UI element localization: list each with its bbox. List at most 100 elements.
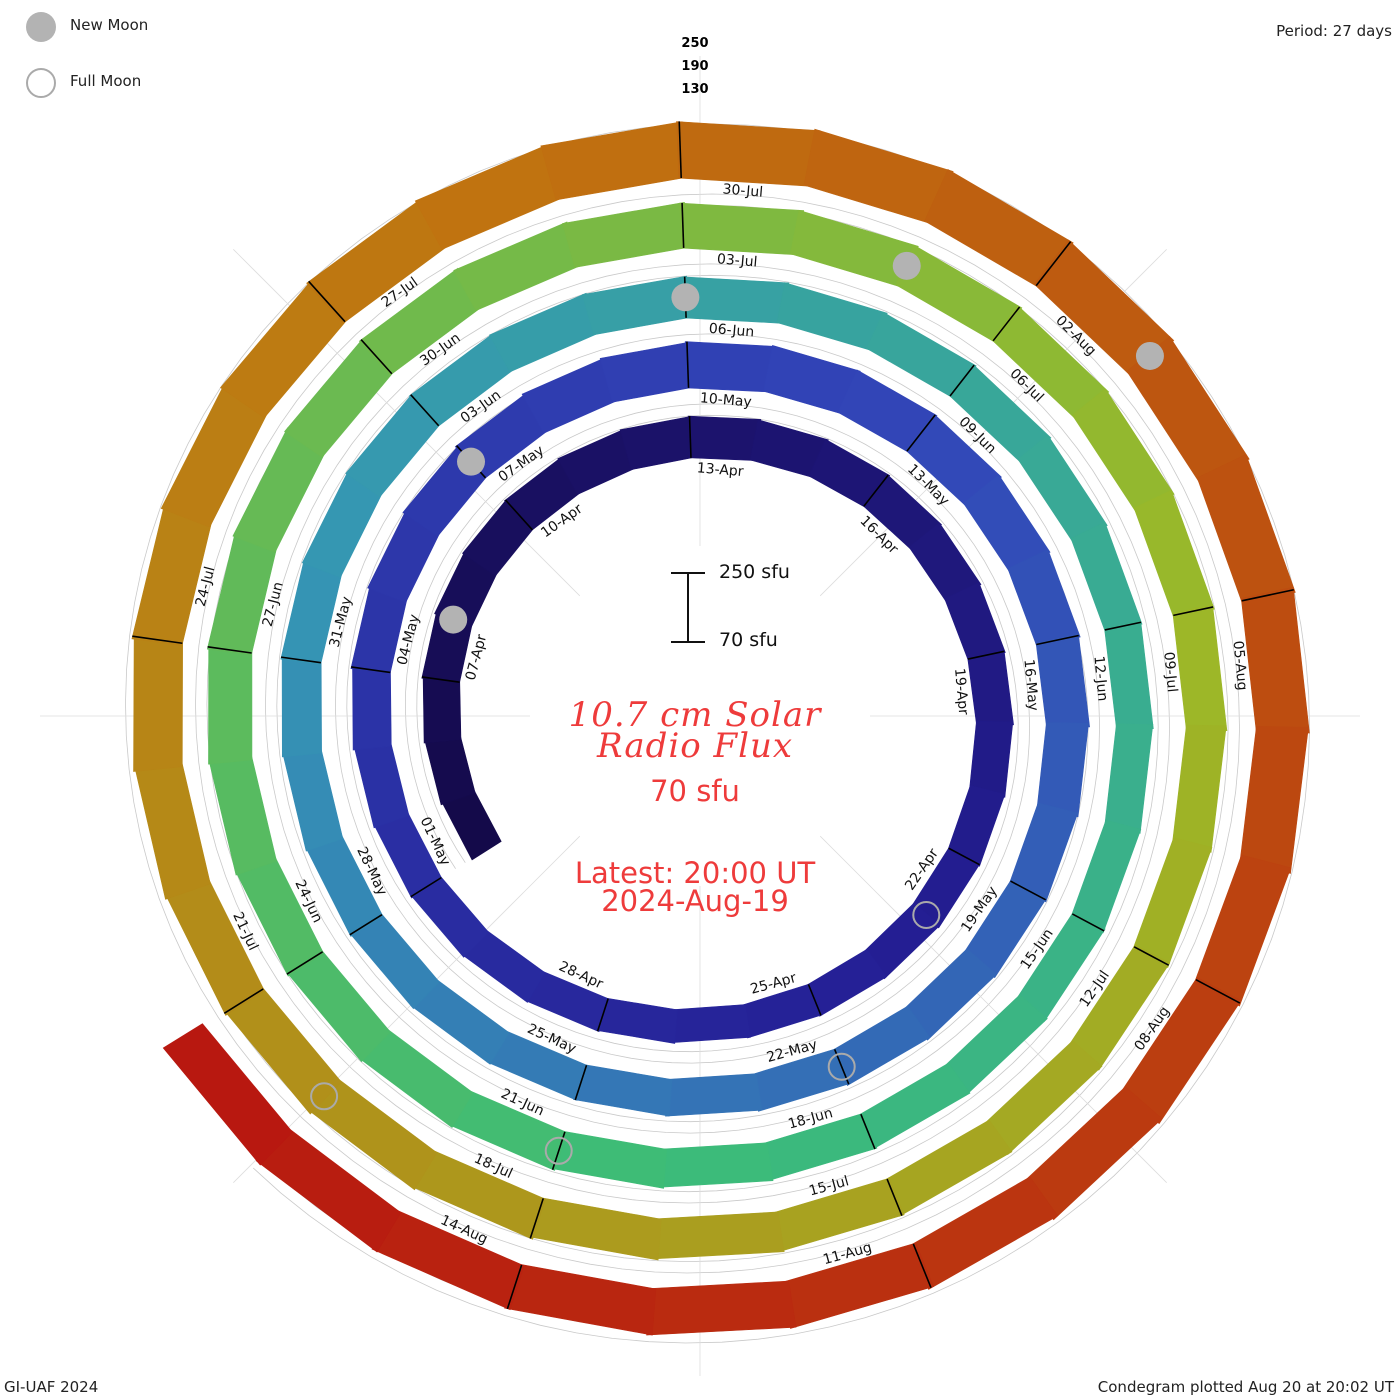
flux-segment bbox=[910, 1176, 1059, 1290]
week-tick bbox=[886, 1178, 903, 1217]
flux-segment bbox=[1194, 854, 1292, 1007]
flux-segment bbox=[1239, 726, 1309, 874]
date-label: 30-Jul bbox=[722, 181, 764, 200]
flux-segment bbox=[806, 948, 888, 1017]
week-tick bbox=[686, 341, 690, 388]
radial-label-190: 190 bbox=[681, 59, 709, 74]
flux-segment bbox=[912, 846, 981, 929]
flux-segment bbox=[504, 1263, 657, 1336]
full-moon-icon bbox=[26, 68, 56, 98]
week-tick bbox=[688, 416, 692, 458]
date-label: 13-Apr bbox=[696, 460, 744, 480]
flux-segment bbox=[488, 292, 598, 373]
flux-segment bbox=[1104, 619, 1154, 729]
week-tick bbox=[132, 635, 183, 645]
flux-segment bbox=[908, 522, 982, 602]
flux-segment bbox=[1071, 819, 1142, 934]
flux-segment bbox=[1133, 489, 1215, 618]
flux-segment bbox=[969, 720, 1014, 798]
flux-segment bbox=[1007, 548, 1081, 647]
week-tick bbox=[949, 364, 975, 397]
flux-segment bbox=[652, 1211, 785, 1260]
moon-phase-markers bbox=[310, 251, 1164, 1165]
flux-segment bbox=[1172, 604, 1228, 732]
week-tick bbox=[1133, 946, 1170, 966]
week-tick bbox=[574, 1065, 588, 1101]
week-tick bbox=[360, 339, 393, 375]
flux-segment bbox=[1121, 976, 1242, 1125]
flux-segment bbox=[1025, 1086, 1163, 1221]
week-tick bbox=[308, 280, 346, 323]
date-label: 19-Apr bbox=[951, 668, 971, 716]
flux-segment bbox=[562, 201, 687, 268]
flux-segment bbox=[808, 438, 891, 508]
flux-segment bbox=[684, 341, 777, 393]
flux-segment bbox=[280, 558, 343, 665]
week-tick bbox=[912, 1243, 932, 1288]
date-label: 05-Aug bbox=[1230, 640, 1251, 691]
date-label: 03-Jul bbox=[716, 251, 758, 270]
flux-segment bbox=[573, 1064, 673, 1117]
flux-segment bbox=[752, 1048, 851, 1112]
flux-segment bbox=[1035, 633, 1090, 728]
flux-segment bbox=[371, 1209, 525, 1311]
week-tick bbox=[863, 474, 889, 507]
flux-segment bbox=[646, 1280, 797, 1336]
current-flux-value: 70 sfu bbox=[650, 774, 740, 808]
new-moon-marker bbox=[671, 283, 700, 312]
week-tick bbox=[1241, 588, 1294, 602]
period-label: Period: 27 days bbox=[1276, 22, 1392, 40]
flux-segment bbox=[944, 581, 1006, 661]
week-tick bbox=[948, 847, 980, 866]
flux-segment bbox=[687, 415, 762, 461]
flux-segment bbox=[832, 1005, 931, 1086]
date-label: 06-Jun bbox=[708, 321, 755, 341]
new-moon-marker bbox=[439, 605, 468, 634]
full-moon-marker bbox=[827, 1052, 856, 1081]
flux-segment bbox=[206, 531, 277, 656]
legend-full-moon-label: Full Moon bbox=[70, 72, 142, 90]
flux-segment bbox=[1196, 453, 1296, 604]
week-tick bbox=[1104, 621, 1142, 631]
flux-segment bbox=[134, 761, 211, 900]
week-tick bbox=[596, 998, 609, 1032]
latest-time: Latest: 20:00 UT bbox=[574, 856, 816, 890]
week-tick bbox=[1173, 606, 1214, 617]
week-tick bbox=[280, 656, 322, 664]
flux-segment bbox=[990, 305, 1110, 420]
week-tick bbox=[1010, 880, 1047, 901]
week-tick bbox=[807, 984, 822, 1016]
flux-segment bbox=[803, 128, 954, 224]
flux-segment bbox=[1104, 723, 1154, 834]
week-tick bbox=[351, 666, 391, 674]
scale-bar bbox=[671, 572, 705, 643]
reference-spiral-250 bbox=[125, 123, 1310, 1344]
week-tick bbox=[506, 1264, 523, 1310]
flux-segment bbox=[776, 282, 888, 351]
flux-segment bbox=[948, 363, 1052, 463]
scale-top-label: 250 sfu bbox=[719, 561, 790, 583]
chart-title-line2: Radio Flux bbox=[596, 726, 794, 766]
date-label: 10-May bbox=[699, 390, 752, 410]
flux-segment bbox=[1009, 802, 1079, 903]
radial-spoke bbox=[233, 835, 581, 1183]
flux-segment bbox=[282, 749, 344, 852]
radial-label-130: 130 bbox=[681, 82, 709, 97]
flux-segment bbox=[281, 654, 322, 758]
flux-segment bbox=[581, 275, 689, 336]
flux-segment bbox=[599, 341, 691, 403]
full-moon-marker bbox=[912, 901, 941, 930]
date-label: 09-Jul bbox=[1160, 651, 1180, 693]
flux-segment bbox=[1240, 586, 1310, 734]
flux-segment bbox=[1069, 944, 1171, 1071]
week-tick bbox=[349, 914, 383, 936]
week-tick bbox=[410, 876, 442, 898]
week-tick bbox=[223, 988, 264, 1014]
flux-segment bbox=[540, 121, 685, 201]
date-label: 12-Jun bbox=[1090, 655, 1110, 702]
flux-segment bbox=[162, 1023, 293, 1166]
flux-segment bbox=[963, 474, 1051, 572]
flux-segment bbox=[1017, 434, 1108, 543]
flux-segment bbox=[763, 344, 861, 414]
week-tick bbox=[421, 676, 460, 684]
